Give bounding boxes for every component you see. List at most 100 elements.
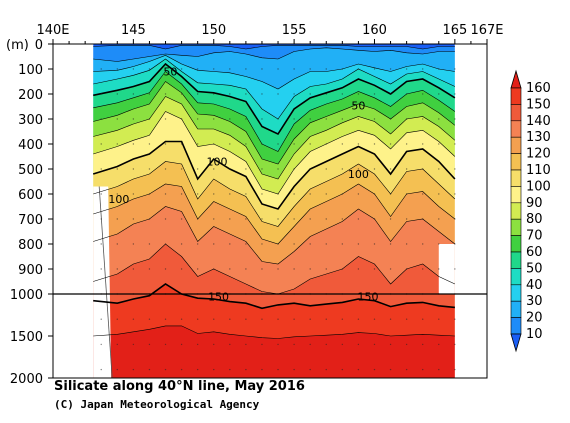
contour-label: 100	[348, 168, 369, 181]
sample-point	[325, 268, 327, 270]
sample-point	[325, 243, 327, 245]
sample-point	[213, 118, 215, 120]
sample-point	[229, 68, 231, 70]
sample-point	[405, 343, 408, 346]
sample-point	[229, 343, 231, 346]
sample-point	[357, 218, 360, 220]
sample-point	[389, 368, 392, 371]
sample-point	[373, 318, 376, 320]
sample-point	[389, 243, 392, 245]
y-axis-label: (m)	[6, 38, 29, 53]
sample-point	[293, 193, 295, 195]
sample-point	[454, 68, 456, 70]
sample-point	[180, 243, 183, 245]
sample-point	[357, 268, 360, 270]
sample-point	[148, 68, 151, 70]
sample-point	[180, 93, 183, 95]
contour-10	[93, 45, 455, 50]
x-tick-label: 165	[442, 23, 467, 38]
sample-point	[454, 193, 456, 195]
sample-point	[309, 368, 311, 371]
sample-point	[213, 143, 215, 145]
colorbar-swatch	[510, 300, 522, 318]
contour-130	[93, 206, 456, 265]
sample-point	[373, 168, 376, 170]
sample-point	[341, 193, 344, 195]
sample-point	[341, 143, 344, 145]
y-tick-label: 0	[35, 38, 43, 53]
sample-point	[454, 318, 456, 320]
chart-credit: (C) Japan Meteorological Agency	[54, 398, 260, 411]
contour-20	[93, 47, 455, 62]
colorbar-tick-label: 30	[526, 294, 543, 309]
sample-point	[196, 193, 199, 195]
sample-point	[116, 93, 118, 95]
sample-point	[309, 243, 311, 245]
sample-point	[422, 143, 424, 145]
sample-point	[164, 193, 167, 195]
sample-point	[132, 118, 135, 120]
sample-point	[148, 343, 151, 346]
sample-point	[422, 168, 424, 170]
sample-point	[148, 318, 151, 320]
sample-point	[357, 118, 360, 120]
sample-point	[116, 268, 118, 270]
sample-point	[422, 118, 424, 120]
sample-point	[454, 368, 456, 371]
sample-point	[164, 318, 167, 320]
sample-point	[357, 343, 360, 346]
colorbar-tick-label: 110	[526, 163, 551, 178]
contour-160	[93, 325, 455, 339]
sample-point	[438, 368, 440, 371]
y-tick-label: 100	[18, 63, 43, 78]
sample-point	[116, 143, 118, 145]
colorbar-tick-label: 40	[526, 278, 543, 293]
sample-point	[341, 243, 344, 245]
sample-point	[116, 68, 118, 70]
sample-point	[293, 118, 295, 120]
sample-point	[229, 268, 231, 270]
colorbar-swatch	[510, 186, 522, 204]
sample-point	[422, 343, 424, 346]
sample-point	[422, 318, 424, 320]
sample-point	[148, 118, 151, 120]
sample-point	[389, 93, 392, 95]
mask-west-slope	[93, 186, 112, 378]
y-tick-label: 1500	[10, 330, 43, 345]
sample-point	[454, 93, 456, 95]
sample-point	[180, 318, 183, 320]
sample-point	[261, 118, 263, 120]
chart-title: Silicate along 40°N line, May 2016	[54, 379, 305, 394]
sample-point	[373, 193, 376, 195]
sample-point	[277, 68, 279, 70]
x-tick-label: 150	[201, 23, 226, 38]
sample-point	[229, 193, 231, 195]
sample-point	[116, 218, 118, 220]
sample-point	[325, 193, 327, 195]
sample-point	[293, 93, 295, 95]
colorbar-tick-label: 20	[526, 311, 543, 326]
sample-point	[357, 168, 360, 170]
colorbar-swatch	[510, 317, 522, 335]
mask-west	[53, 44, 94, 378]
sample-point	[132, 243, 135, 245]
sample-point	[405, 368, 408, 371]
y-tick-label: 200	[18, 88, 43, 103]
sample-point	[100, 368, 102, 371]
sample-point	[293, 143, 295, 145]
sample-point	[245, 168, 247, 170]
sample-point	[245, 93, 247, 95]
sample-point	[164, 218, 167, 220]
sample-point	[261, 318, 263, 320]
sample-point	[116, 168, 118, 170]
colorbar-tick-label: 120	[526, 147, 551, 162]
sample-point	[196, 68, 199, 70]
sample-point	[245, 268, 247, 270]
y-tick-label: 1000	[10, 288, 43, 303]
sample-point	[405, 143, 408, 145]
sample-point	[454, 143, 456, 145]
sample-point	[277, 268, 279, 270]
sample-point	[454, 118, 456, 120]
plot-frame	[52, 43, 488, 379]
sample-point	[341, 343, 344, 346]
